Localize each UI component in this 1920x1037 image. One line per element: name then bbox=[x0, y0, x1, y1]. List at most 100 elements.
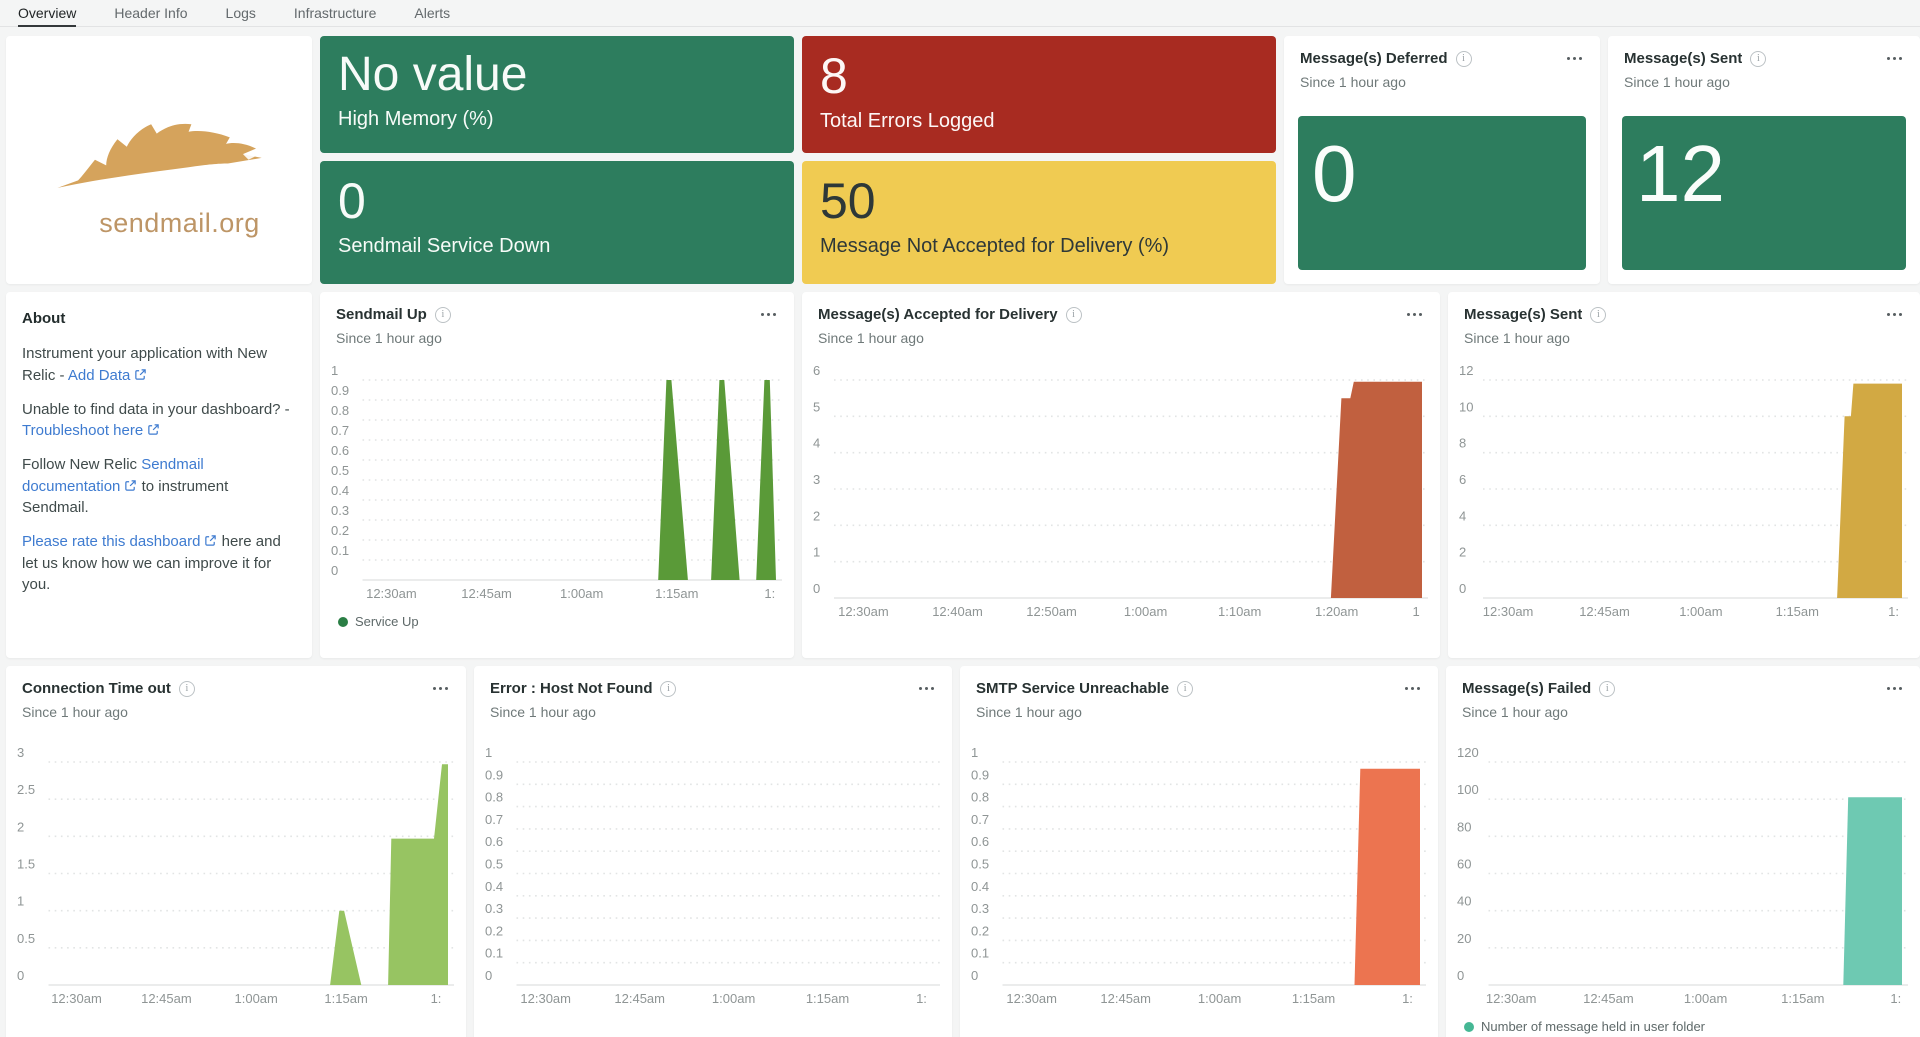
billboard-label: High Memory (%) bbox=[338, 107, 494, 130]
svg-text:0.4: 0.4 bbox=[485, 879, 503, 894]
chart-smtp-unreachable[interactable]: 1 0.9 0.8 0.7 0.6 0.5 0.4 0.3 0.2 0.1 0 12:30am 12:4… bbox=[970, 746, 1428, 1037]
svg-text:1:: 1: bbox=[916, 991, 927, 1006]
more-menu-icon[interactable] bbox=[1565, 51, 1584, 66]
chart-legend[interactable]: Number of message held in user folder bbox=[1456, 1019, 1910, 1034]
svg-text:1:20am: 1:20am bbox=[1315, 604, 1358, 619]
stat-value-tile[interactable]: 12 bbox=[1622, 116, 1906, 270]
more-menu-icon[interactable] bbox=[1405, 307, 1424, 322]
panel-messages-deferred: Message(s) Deferred i Since 1 hour ago 0 bbox=[1284, 36, 1600, 284]
billboard-value: 8 bbox=[820, 48, 848, 104]
tab-overview[interactable]: Overview bbox=[18, 0, 77, 27]
svg-text:1: 1 bbox=[17, 894, 24, 909]
svg-text:1:: 1: bbox=[1402, 991, 1413, 1006]
about-paragraph: Unable to find data in your dashboard? -… bbox=[22, 400, 290, 440]
tab-alerts[interactable]: Alerts bbox=[414, 4, 451, 21]
chart-messages-sent[interactable]: 12 10 8 6 4 2 0 12:30am 12:45am 1:00am 1:15am 1: bbox=[1458, 364, 1910, 624]
svg-text:0.7: 0.7 bbox=[971, 812, 989, 827]
info-icon[interactable]: i bbox=[1590, 306, 1607, 323]
info-icon[interactable]: i bbox=[178, 680, 195, 697]
more-menu-icon[interactable] bbox=[1403, 681, 1422, 696]
panel-subtitle: Since 1 hour ago bbox=[1624, 74, 1730, 90]
chart-messages-failed[interactable]: 120 100 80 60 40 20 0 12:30am 12:45am 1:00am 1:15a… bbox=[1456, 746, 1910, 1037]
svg-text:0: 0 bbox=[17, 968, 24, 983]
panel-messages-failed: Message(s) Failed i Since 1 hour ago 120… bbox=[1446, 666, 1920, 1037]
stat-value-tile[interactable]: 0 bbox=[1298, 116, 1586, 270]
svg-text:12:30am: 12:30am bbox=[838, 604, 889, 619]
info-icon[interactable]: i bbox=[1177, 680, 1194, 697]
info-icon[interactable]: i bbox=[434, 306, 451, 323]
svg-text:1:10am: 1:10am bbox=[1218, 604, 1261, 619]
tab-infrastructure[interactable]: Infrastructure bbox=[293, 4, 377, 21]
more-menu-icon[interactable] bbox=[1885, 681, 1904, 696]
panel-messages-accepted: Message(s) Accepted for Delivery i Since… bbox=[802, 292, 1440, 658]
svg-text:1: 1 bbox=[971, 746, 978, 760]
svg-text:1: 1 bbox=[813, 545, 820, 560]
svg-text:10: 10 bbox=[1459, 399, 1473, 414]
about-paragraph: Please rate this dashboard here and let … bbox=[22, 533, 281, 593]
svg-text:20: 20 bbox=[1457, 931, 1471, 946]
svg-text:1:15am: 1:15am bbox=[1776, 604, 1819, 619]
svg-text:1:15am: 1:15am bbox=[1781, 991, 1824, 1006]
svg-text:1:00am: 1:00am bbox=[1684, 991, 1727, 1006]
chart-legend[interactable]: Service Up bbox=[330, 614, 784, 629]
chart-messages-accepted[interactable]: 6 5 4 3 2 1 0 12:30am 12:40am 12:50am 1:00am 1:10am… bbox=[812, 364, 1430, 624]
svg-text:1:00am: 1:00am bbox=[1124, 604, 1167, 619]
more-menu-icon[interactable] bbox=[1885, 307, 1904, 322]
svg-text:0.4: 0.4 bbox=[331, 483, 349, 498]
billboard-sendmail-service-down[interactable]: 0 Sendmail Service Down bbox=[320, 161, 794, 284]
svg-text:4: 4 bbox=[813, 436, 820, 451]
panel-host-not-found: Error : Host Not Found i Since 1 hour ag… bbox=[474, 666, 952, 1037]
chart-host-not-found[interactable]: 1 0.9 0.8 0.7 0.6 0.5 0.4 0.3 0.2 0.1 0 12:30am 12:4… bbox=[484, 746, 942, 1037]
billboard-high-memory[interactable]: No value High Memory (%) bbox=[320, 36, 794, 153]
svg-text:0.5: 0.5 bbox=[971, 857, 989, 872]
svg-text:0.2: 0.2 bbox=[485, 923, 503, 938]
info-icon[interactable]: i bbox=[1750, 50, 1767, 67]
svg-text:0.2: 0.2 bbox=[331, 523, 349, 538]
billboard-total-errors[interactable]: 8 Total Errors Logged bbox=[802, 36, 1276, 153]
svg-text:1:00am: 1:00am bbox=[235, 991, 278, 1006]
svg-text:1: 1 bbox=[1412, 604, 1419, 619]
add-data-link[interactable]: Add Data bbox=[68, 367, 148, 384]
svg-text:0: 0 bbox=[1457, 968, 1464, 983]
billboard-not-accepted[interactable]: 50 Message Not Accepted for Delivery (%) bbox=[802, 161, 1276, 284]
svg-text:80: 80 bbox=[1457, 819, 1471, 834]
svg-text:0.5: 0.5 bbox=[485, 857, 503, 872]
chart-sendmail-up[interactable]: 1 0.9 0.8 0.7 0.6 0.5 0.4 0.3 0.2 0.1 0 12:30am 12:4… bbox=[330, 364, 784, 640]
documentation-link[interactable]: Sendmail documentation bbox=[22, 456, 204, 495]
svg-text:12: 12 bbox=[1459, 364, 1473, 378]
info-icon[interactable]: i bbox=[1065, 306, 1082, 323]
svg-text:5: 5 bbox=[813, 399, 820, 414]
more-menu-icon[interactable] bbox=[759, 307, 778, 322]
about-paragraph: Follow New Relic Sendmail documentation … bbox=[22, 456, 229, 517]
panel-messages-sent-chart: Message(s) Sent i Since 1 hour ago 12 10 8… bbox=[1448, 292, 1920, 658]
svg-text:0: 0 bbox=[331, 563, 338, 578]
svg-text:0.5: 0.5 bbox=[331, 463, 349, 478]
external-link-icon bbox=[135, 368, 147, 380]
chart-connection-timeout[interactable]: 3 2.5 2 1.5 1 0.5 0 12:30am 12:45am 1:00am 1:15am 1… bbox=[16, 746, 456, 1037]
svg-text:3: 3 bbox=[17, 746, 24, 760]
panel-subtitle: Since 1 hour ago bbox=[818, 330, 924, 346]
rate-dashboard-link[interactable]: Please rate this dashboard bbox=[22, 533, 217, 550]
svg-text:12:30am: 12:30am bbox=[51, 991, 102, 1006]
svg-text:1.5: 1.5 bbox=[17, 857, 35, 872]
panel-sendmail-up: Sendmail Up i Since 1 hour ago 1 0.9 0.8 0.… bbox=[320, 292, 794, 658]
svg-text:2: 2 bbox=[1459, 545, 1466, 560]
svg-text:1:: 1: bbox=[431, 991, 442, 1006]
info-icon[interactable]: i bbox=[1599, 680, 1616, 697]
stat-value: 0 bbox=[1312, 129, 1357, 218]
tab-logs[interactable]: Logs bbox=[225, 4, 256, 21]
more-menu-icon[interactable] bbox=[1885, 51, 1904, 66]
svg-text:120: 120 bbox=[1457, 746, 1479, 760]
more-menu-icon[interactable] bbox=[431, 681, 450, 696]
info-icon[interactable]: i bbox=[1455, 50, 1472, 67]
svg-text:1:: 1: bbox=[764, 586, 775, 601]
panel-subtitle: Since 1 hour ago bbox=[22, 704, 128, 720]
billboard-label: Total Errors Logged bbox=[820, 110, 995, 132]
info-icon[interactable]: i bbox=[660, 680, 677, 697]
more-menu-icon[interactable] bbox=[917, 681, 936, 696]
svg-text:12:30am: 12:30am bbox=[520, 991, 571, 1006]
tab-header-info[interactable]: Header Info bbox=[114, 4, 188, 21]
troubleshoot-link[interactable]: Troubleshoot here bbox=[22, 422, 160, 439]
svg-text:12:30am: 12:30am bbox=[1006, 991, 1057, 1006]
tab-bar: Overview Header Info Logs Infrastructure… bbox=[0, 0, 1920, 27]
